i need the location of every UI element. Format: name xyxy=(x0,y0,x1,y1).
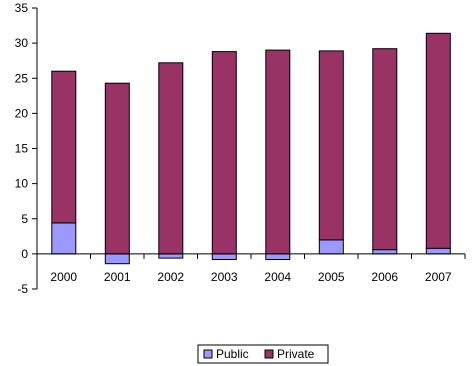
legend: Public Private xyxy=(197,344,329,364)
bar-private-2007 xyxy=(425,32,451,249)
bar-public-2006 xyxy=(372,249,398,255)
y-tick-label: 15 xyxy=(15,142,29,156)
bar-private-2001 xyxy=(104,82,130,255)
y-axis: -5 0 5 10 15 20 25 30 35 xyxy=(15,1,38,296)
bar-private-2000 xyxy=(51,70,77,224)
bar-public-2004 xyxy=(265,253,291,260)
bar-private-2006 xyxy=(372,48,398,251)
bar-private-2003 xyxy=(211,51,237,255)
bar-public-2005 xyxy=(318,239,344,255)
bars-layer xyxy=(51,32,451,265)
y-tick-label: 35 xyxy=(15,1,29,15)
y-tick-label: 30 xyxy=(15,36,29,50)
bar-private-2002 xyxy=(158,62,184,255)
bar-private-2004 xyxy=(265,49,291,255)
x-tick-label-2001: 2001 xyxy=(104,270,131,284)
x-axis: 2000 2001 2002 2003 2004 2005 2006 2007 xyxy=(36,253,466,284)
legend-swatch-public xyxy=(203,349,213,359)
legend-box xyxy=(197,344,329,364)
y-tick-label: 0 xyxy=(21,247,28,261)
y-tick-label: 25 xyxy=(15,71,29,85)
bar-public-2003 xyxy=(211,253,237,260)
x-tick-label-2006: 2006 xyxy=(371,270,398,284)
bar-public-2001 xyxy=(104,253,130,265)
x-tick-label-2005: 2005 xyxy=(318,270,345,284)
legend-label-public: Public xyxy=(216,347,249,361)
legend-swatch-private xyxy=(264,349,274,359)
x-tick-label-2004: 2004 xyxy=(264,270,291,284)
x-tick-label-2003: 2003 xyxy=(211,270,238,284)
x-tick-label-2007: 2007 xyxy=(425,270,452,284)
bar-public-2007 xyxy=(425,247,451,255)
bar-public-2000 xyxy=(51,222,77,255)
y-tick-label: -5 xyxy=(17,282,28,296)
y-tick-label: 20 xyxy=(15,106,29,120)
bar-public-2002 xyxy=(158,253,184,259)
bar-private-2005 xyxy=(318,50,344,241)
y-tick-label: 5 xyxy=(21,212,28,226)
x-tick-label-2000: 2000 xyxy=(50,270,77,284)
x-tick-label-2002: 2002 xyxy=(157,270,184,284)
y-tick-label: 10 xyxy=(15,177,29,191)
legend-label-private: Private xyxy=(277,347,315,361)
